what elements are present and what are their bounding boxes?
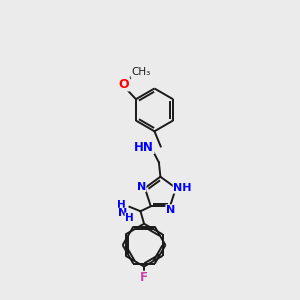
Text: H: H: [125, 213, 134, 223]
Text: F: F: [140, 271, 148, 284]
Text: HN: HN: [134, 140, 154, 154]
Text: O: O: [119, 78, 129, 91]
Text: N: N: [166, 205, 175, 215]
Text: NH: NH: [173, 183, 192, 193]
Text: N: N: [137, 182, 146, 192]
Text: H: H: [117, 200, 126, 210]
Text: N: N: [118, 208, 127, 218]
Text: CH₃: CH₃: [131, 68, 150, 77]
